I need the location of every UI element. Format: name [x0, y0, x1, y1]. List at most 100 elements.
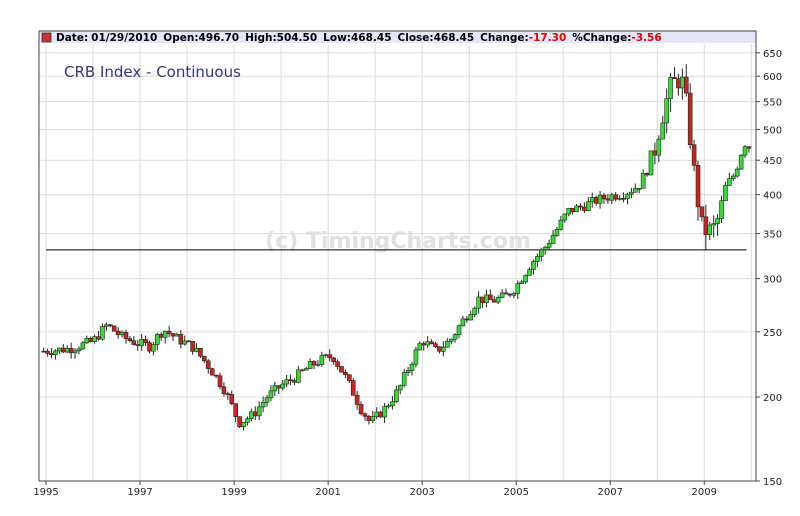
candle-up — [730, 175, 736, 179]
candle-up — [272, 385, 278, 392]
candle-up — [566, 207, 572, 215]
candle-up — [476, 296, 481, 309]
candle-up — [104, 324, 109, 327]
candle-down — [652, 150, 658, 156]
candle-down — [190, 340, 195, 352]
candle-down — [311, 361, 317, 366]
candle-down — [209, 368, 215, 376]
candle-down — [644, 173, 650, 176]
candlesticks — [41, 64, 752, 431]
x-tick-label: 1995 — [33, 487, 58, 498]
candle-down — [123, 331, 129, 339]
x-tick-label: 2001 — [315, 487, 340, 498]
candle-up — [546, 243, 552, 248]
low-label: Low: — [323, 32, 351, 44]
candle-up — [660, 122, 666, 140]
candle-up — [562, 213, 568, 221]
candle-up — [707, 224, 713, 236]
candle-down — [488, 294, 493, 301]
candle-up — [100, 326, 105, 340]
candle-up — [307, 361, 313, 369]
y-tick-label: 350 — [763, 230, 782, 241]
candle-down — [108, 324, 113, 327]
candle-down — [288, 379, 293, 382]
candle-down — [186, 340, 191, 343]
candle-up — [405, 370, 411, 373]
candle-down — [695, 165, 701, 208]
candle-up — [249, 411, 254, 420]
candle-up — [711, 223, 716, 226]
candle-up — [162, 330, 168, 338]
candle-up — [519, 281, 525, 284]
candle-up — [284, 379, 289, 385]
candle-up — [460, 318, 466, 327]
candle-down — [229, 394, 235, 404]
candle-down — [331, 357, 336, 363]
candle-up — [155, 334, 160, 345]
candle-down — [378, 411, 383, 418]
candle-down — [582, 206, 587, 211]
candle-up — [444, 341, 450, 348]
y-tick-label: 400 — [763, 191, 782, 202]
candle-up — [656, 138, 662, 156]
candle-up — [531, 261, 536, 270]
candle-down — [166, 330, 172, 334]
close-label: Close: — [398, 32, 434, 44]
candle-up — [409, 363, 415, 371]
x-tick-label: 2009 — [692, 487, 717, 498]
candle-down — [354, 395, 360, 405]
candle-down — [703, 216, 709, 236]
candle-up — [382, 406, 387, 418]
candle-down — [276, 385, 282, 389]
legend-swatch — [41, 32, 52, 43]
candle-up — [323, 354, 329, 357]
candle-down — [198, 347, 203, 357]
candle-down — [699, 206, 705, 218]
candle-down — [327, 354, 333, 359]
candle-up — [648, 150, 654, 176]
candle-up — [264, 397, 270, 403]
candle-down — [578, 205, 583, 208]
candle-down — [41, 350, 47, 353]
candle-down — [115, 330, 121, 336]
candle-down — [362, 413, 368, 417]
candle-up — [92, 336, 97, 342]
candle-down — [252, 411, 258, 417]
candle-up — [397, 385, 403, 391]
candle-up — [554, 229, 560, 236]
candle-up — [625, 193, 630, 199]
candle-up — [636, 187, 642, 190]
candle-down — [45, 350, 50, 354]
candle-down — [147, 342, 152, 352]
candle-up — [617, 198, 622, 200]
high-value: 504.50 — [277, 32, 318, 44]
candle-down — [507, 293, 513, 296]
candle-up — [452, 334, 458, 340]
candle-up — [315, 364, 321, 366]
candle-up — [499, 292, 505, 298]
candle-down — [503, 292, 509, 295]
pct-change-value: -3.56 — [631, 32, 661, 44]
candle-up — [640, 173, 646, 189]
y-tick-label: 550 — [763, 98, 782, 109]
candle-down — [683, 76, 689, 94]
candle-up — [738, 154, 744, 170]
candle-up — [413, 349, 419, 365]
candle-down — [225, 393, 231, 395]
candle-down — [343, 371, 348, 376]
candle-up — [245, 418, 250, 423]
candle-up — [495, 297, 501, 303]
candle-up — [680, 76, 685, 89]
candle-up — [542, 246, 548, 251]
candle-up — [664, 98, 669, 124]
y-tick-label: 300 — [763, 275, 782, 286]
candle-down — [213, 374, 219, 377]
candle-up — [441, 346, 446, 352]
candle-up — [151, 344, 156, 352]
candle-up — [84, 338, 90, 344]
date-value: 01/29/2010 — [91, 32, 157, 44]
candle-down — [491, 299, 497, 303]
candle-down — [672, 77, 677, 79]
candle-up — [523, 274, 528, 283]
change-value: -17.30 — [529, 32, 567, 44]
